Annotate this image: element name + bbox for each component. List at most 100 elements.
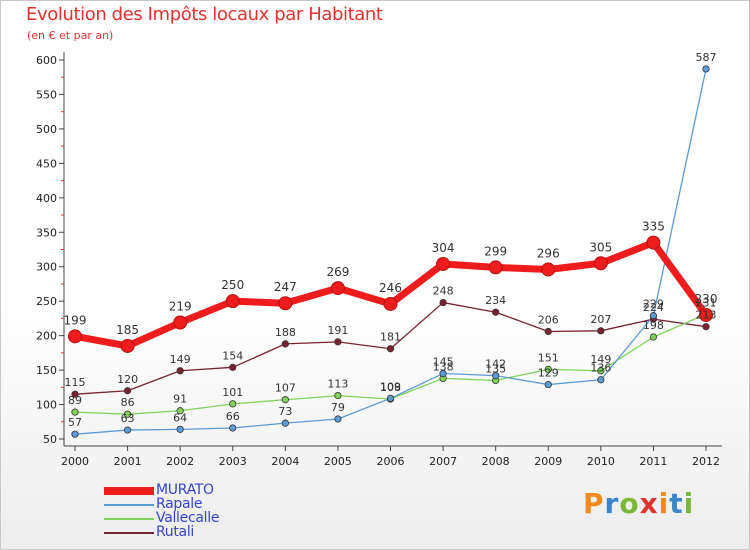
data-label-rutali: 224: [643, 301, 664, 314]
chart-subtitle: (en € et par an): [27, 29, 114, 42]
legend-swatch-rapale: [104, 504, 154, 506]
data-point-murato: [383, 296, 398, 311]
x-tick-label: 2011: [639, 455, 667, 468]
data-label-rutali: 154: [222, 349, 243, 362]
data-point-rapale: [544, 380, 552, 389]
data-label-murato: 246: [379, 281, 402, 295]
y-tick-label: 350: [36, 226, 57, 239]
data-label-rutali: 213: [696, 309, 717, 322]
x-tick-label: 2006: [377, 455, 405, 468]
data-point-vallecalle: [334, 391, 342, 400]
data-point-rutali: [334, 338, 342, 346]
data-label-vallecalle: 135: [485, 362, 506, 375]
logo-letter: P: [583, 487, 605, 520]
y-tick-label: 250: [36, 295, 57, 308]
x-tick-label: 2008: [482, 455, 510, 468]
data-point-rapale: [702, 65, 710, 73]
data-point-murato: [225, 294, 240, 309]
logo-letter: i: [658, 487, 670, 520]
data-label-murato: 199: [64, 313, 87, 327]
data-label-murato: 219: [169, 300, 192, 314]
data-label-rapale: 57: [68, 416, 82, 429]
data-point-rutali: [386, 345, 395, 353]
data-label-rutali: 206: [538, 314, 559, 327]
data-label-vallecalle: 86: [121, 396, 135, 409]
data-label-rapale: 66: [226, 410, 240, 423]
data-point-rutali: [492, 308, 500, 316]
data-point-murato: [278, 296, 293, 311]
data-point-vallecalle: [281, 396, 289, 404]
legend-swatch-murato: [104, 487, 154, 495]
data-labels: 115 120 149 154 188 191 181 248 234 206 207 224 213 8…: [64, 51, 718, 429]
data-label-rapale: 142: [485, 358, 506, 371]
data-label-vallecalle: 101: [222, 386, 243, 399]
data-point-vallecalle: [71, 408, 79, 416]
data-label-rapale: 229: [643, 298, 664, 311]
proxiti-logo: Proxiti: [583, 487, 694, 520]
x-tick-label: 2002: [166, 455, 194, 468]
data-point-murato: [173, 315, 188, 330]
data-label-murato: 250: [221, 278, 244, 292]
data-label-rutali: 115: [65, 376, 86, 389]
chart-title: Evolution des Impôts locaux par Habitant: [26, 4, 383, 25]
y-tick-label: 100: [36, 399, 57, 412]
data-label-rutali: 188: [275, 326, 296, 339]
data-point-vallecalle: [544, 365, 552, 374]
data-point-murato: [699, 307, 713, 322]
logo-letter: o: [619, 487, 640, 520]
data-label-vallecalle: 113: [327, 378, 348, 391]
data-label-rapale: 587: [696, 51, 717, 64]
data-label-rapale: 129: [538, 367, 559, 380]
x-tick-label: 2009: [534, 455, 562, 468]
data-label-vallecalle: 231: [696, 296, 717, 309]
data-point-rutali: [123, 387, 132, 395]
data-label-murato: 304: [432, 241, 455, 255]
legend-label-murato: MURATO: [156, 482, 214, 498]
data-label-vallecalle: 138: [433, 360, 454, 373]
data-label-rutali: 120: [117, 373, 138, 386]
data-point-murato: [488, 260, 503, 275]
legend-swatch-vallecalle: [104, 518, 154, 520]
data-label-murato: 305: [589, 240, 612, 254]
series-points: [68, 65, 713, 438]
data-point-rapale: [123, 426, 132, 434]
logo-letter: t: [669, 487, 684, 520]
data-point-rapale: [597, 376, 605, 384]
data-label-vallecalle: 91: [173, 393, 187, 406]
data-point-murato: [646, 235, 661, 250]
data-label-murato: 230: [695, 292, 718, 306]
axes: 50 100 150 200 250 300 350 400 450 500 550 600 2000 2…: [36, 52, 722, 468]
x-tick-label: 2004: [271, 455, 299, 468]
data-label-rapale: 136: [590, 362, 611, 375]
data-label-murato: 296: [537, 246, 560, 260]
y-tick-label: 500: [36, 123, 57, 136]
y-tick-label: 300: [36, 261, 57, 274]
data-point-vallecalle: [123, 410, 132, 418]
data-label-vallecalle: 149: [590, 353, 611, 366]
data-point-rapale: [492, 372, 500, 380]
data-label-rapale: 73: [278, 405, 292, 418]
data-point-rapale: [649, 312, 658, 320]
data-label-murato: 299: [484, 244, 507, 258]
data-label-murato: 247: [274, 280, 297, 294]
data-point-vallecalle: [229, 400, 237, 408]
y-tick-label: 50: [43, 433, 57, 446]
data-label-rutali: 248: [433, 285, 454, 298]
data-label-rutali: 181: [380, 331, 401, 344]
data-point-rutali: [176, 367, 184, 375]
legend-label-vallecalle: Vallecalle: [156, 510, 220, 526]
y-tick-label: 550: [36, 88, 57, 101]
data-point-rutali: [702, 323, 710, 331]
x-tick-label: 2001: [114, 455, 142, 468]
data-label-rutali: 191: [327, 324, 348, 337]
logo-letter: r: [604, 487, 620, 520]
data-point-murato: [120, 338, 135, 353]
data-point-rutali: [229, 363, 237, 371]
data-point-rapale: [176, 425, 184, 433]
data-label-rapale: 145: [433, 356, 454, 369]
y-tick-label: 450: [36, 157, 57, 170]
data-point-rapale: [334, 415, 342, 423]
data-point-vallecalle: [176, 407, 184, 415]
